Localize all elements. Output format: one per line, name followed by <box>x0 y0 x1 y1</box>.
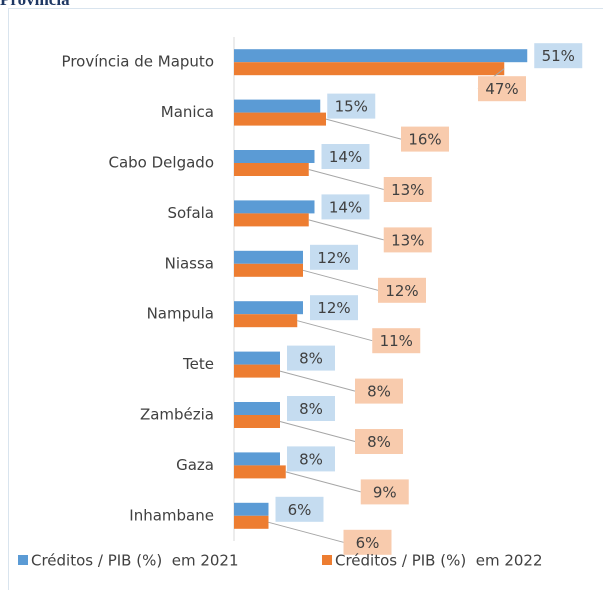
data-label: 51% <box>542 47 575 65</box>
data-label-box <box>360 479 409 505</box>
data-label-box <box>275 496 324 522</box>
bar <box>234 402 280 415</box>
legend-label: Créditos / PIB (%) em 2021 <box>31 552 239 570</box>
bar <box>234 515 269 529</box>
data-label-box <box>343 529 392 555</box>
data-label: 9% <box>373 483 397 501</box>
data-label: 14% <box>329 198 362 216</box>
bar <box>234 112 326 126</box>
chart-frame <box>8 8 603 590</box>
bar <box>234 250 303 264</box>
legend-swatch <box>322 555 332 565</box>
data-label: 8% <box>367 433 391 451</box>
leader-line <box>302 269 379 291</box>
y-tick-label: Manica <box>161 103 214 121</box>
bar <box>234 150 315 163</box>
data-label-box <box>321 194 370 220</box>
data-label: 6% <box>356 534 380 552</box>
data-label: 12% <box>385 282 418 300</box>
data-label: 12% <box>317 249 350 267</box>
bar <box>234 301 303 315</box>
data-label-box <box>401 126 449 152</box>
data-label: 8% <box>367 383 391 401</box>
bar <box>234 364 280 378</box>
data-label: 47% <box>485 80 518 98</box>
data-label-box <box>378 277 426 303</box>
data-label-box <box>355 429 403 454</box>
data-label: 6% <box>288 501 312 519</box>
y-tick-label: Zambézia <box>140 406 214 424</box>
data-label: 11% <box>380 332 413 350</box>
y-tick-label: Tete <box>182 355 214 373</box>
y-tick-label: Província de Maputo <box>62 53 214 71</box>
data-label-box <box>355 378 403 404</box>
data-label-box <box>287 396 335 421</box>
y-tick-label: Niassa <box>165 254 214 272</box>
leader-line <box>297 320 373 342</box>
bar <box>234 200 315 214</box>
leader-line <box>308 169 384 190</box>
y-tick-label: Inhambane <box>129 506 214 524</box>
data-label: 12% <box>317 299 350 317</box>
data-label: 8% <box>299 450 323 468</box>
data-label-box <box>310 244 358 270</box>
bar <box>234 465 286 479</box>
chart-title: Província <box>0 0 70 9</box>
leader-line <box>279 370 356 392</box>
bar <box>234 314 298 328</box>
bar <box>234 163 309 176</box>
bar <box>234 452 280 466</box>
leader-line <box>285 471 361 493</box>
bar <box>234 213 309 227</box>
data-label-box <box>287 446 335 472</box>
bar <box>234 49 528 63</box>
y-tick-label: Sofala <box>167 204 214 222</box>
data-label: 13% <box>391 181 424 199</box>
data-label-box <box>372 328 421 354</box>
data-label: 16% <box>408 131 441 149</box>
data-label-box <box>327 93 376 119</box>
legend-label: Créditos / PIB (%) em 2022 <box>335 552 543 570</box>
bar <box>234 99 321 113</box>
y-tick-label: Nampula <box>147 305 214 323</box>
data-label-box <box>310 295 358 321</box>
y-tick-label: Cabo Delgado <box>109 154 215 172</box>
leader-line <box>279 421 356 442</box>
data-label: 15% <box>335 98 368 116</box>
bar <box>234 502 269 516</box>
data-label-box <box>534 43 583 69</box>
data-label: 8% <box>299 350 323 368</box>
data-label: 14% <box>329 148 362 166</box>
leader-line <box>268 521 344 543</box>
legend-swatch <box>18 555 28 565</box>
y-tick-label: Gaza <box>176 456 214 474</box>
bar <box>234 62 505 76</box>
data-label: 13% <box>391 231 424 249</box>
data-label: 8% <box>299 400 323 418</box>
bar <box>234 263 303 277</box>
data-label-box <box>287 345 335 371</box>
data-label-box <box>478 76 526 102</box>
data-label-box <box>383 177 432 202</box>
leader-line <box>308 219 384 241</box>
data-label-box <box>321 144 370 169</box>
data-label-box <box>383 227 432 253</box>
bar <box>234 351 280 365</box>
leader-line <box>325 118 402 140</box>
bar <box>234 415 280 428</box>
